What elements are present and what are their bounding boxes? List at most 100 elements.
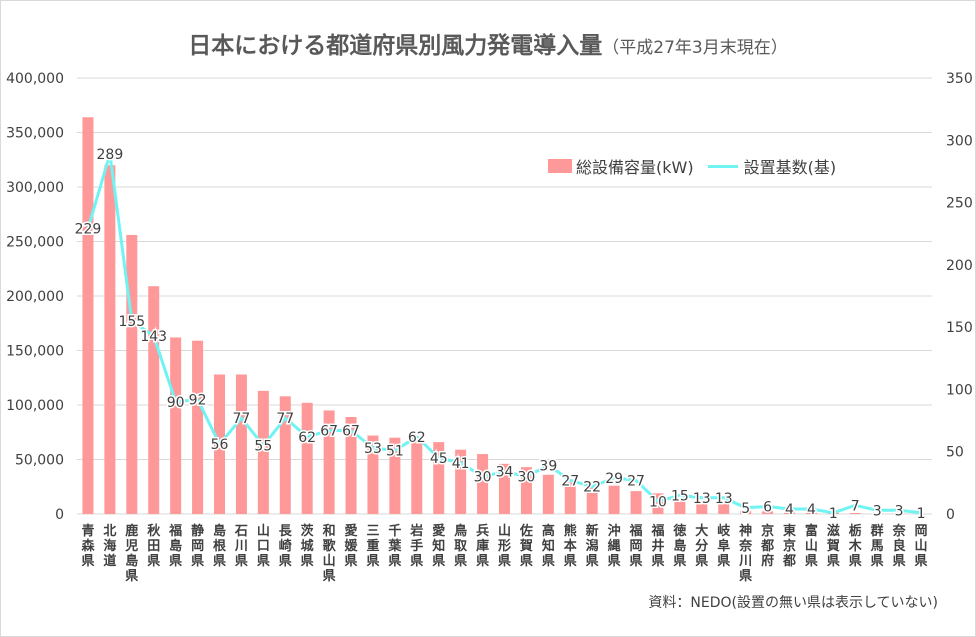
data-label: 41 [452, 456, 470, 472]
x-tick-label: 栃木県 [848, 523, 863, 569]
bar [849, 513, 861, 514]
y-right-tick-label: 100 [946, 382, 973, 398]
legend-label-capacity: 総設備容量(kW) [576, 158, 694, 177]
x-tick-label: 神奈川県 [738, 523, 753, 584]
data-label: 289 [97, 147, 124, 163]
chart-title: 日本における都道府県別風力発電導入量（平成27年3月末現在） [0, 26, 976, 60]
x-tick-label: 岡山県 [915, 524, 928, 569]
x-tick-label: 新潟県 [586, 523, 599, 569]
bar [345, 416, 357, 514]
x-tick-label: 佐賀県 [519, 523, 533, 569]
x-tick-label: 徳島県 [672, 523, 686, 569]
x-tick-label: 石川県 [234, 524, 248, 569]
bar [389, 437, 401, 514]
x-tick-label: 福岡県 [629, 523, 643, 569]
y-left-tick-label: 300,000 [6, 180, 64, 196]
y-right-tick-label: 350 [946, 71, 973, 87]
bar [805, 512, 817, 514]
data-label: 155 [118, 314, 145, 330]
y-left-tick-label: 250,000 [6, 235, 64, 251]
x-tick-label: 岐阜県 [717, 523, 731, 569]
bar [499, 463, 510, 514]
bar [235, 374, 247, 514]
bar [564, 482, 576, 514]
data-label: 51 [386, 443, 404, 459]
data-label: 13 [715, 491, 733, 507]
data-label: 1 [917, 506, 926, 522]
data-label: 67 [342, 424, 360, 440]
bar [477, 454, 489, 514]
x-tick-label: 愛媛県 [344, 523, 359, 569]
x-tick-label: 東京都 [782, 523, 796, 569]
x-tick-label: 長崎県 [279, 524, 293, 569]
bar [630, 491, 642, 514]
x-tick-label: 島根県 [213, 523, 227, 569]
bar [608, 485, 620, 514]
y-left-tick-label: 150,000 [6, 344, 64, 360]
data-label: 13 [693, 491, 711, 507]
x-tick-label: 沖縄県 [608, 523, 621, 569]
data-label: 62 [298, 430, 316, 446]
x-tick-label: 鹿児島県 [124, 523, 138, 584]
data-label: 77 [276, 411, 294, 427]
data-label: 29 [605, 471, 623, 487]
x-tick-label: 滋賀県 [826, 523, 840, 569]
y-left-tick-label: 100,000 [6, 398, 64, 414]
legend-label-count: 設置基数(基) [743, 158, 837, 177]
bar [455, 449, 467, 514]
legend-swatch-bar [548, 159, 572, 173]
bar [542, 474, 554, 514]
x-tick-label: 群馬県 [871, 523, 884, 569]
bar [367, 435, 379, 514]
bar [104, 165, 116, 514]
x-tick-label: 千葉県 [387, 523, 402, 569]
x-tick-label: 富山県 [805, 523, 818, 569]
y-right-tick-label: 50 [946, 445, 964, 461]
x-tick-label: 奈良県 [892, 523, 907, 569]
bar [784, 511, 795, 514]
data-label: 6 [763, 500, 772, 516]
source-note: 資料：NEDO(設置の無い県は表示していない) [648, 595, 938, 611]
data-label: 15 [671, 488, 689, 504]
data-label: 30 [474, 470, 492, 486]
chart-subtitle: （平成27年3月末現在） [602, 38, 788, 58]
bar [126, 234, 138, 514]
data-label: 3 [873, 503, 882, 519]
data-label: 27 [561, 473, 579, 489]
y-right-tick-label: 200 [946, 258, 973, 274]
bar [148, 286, 160, 514]
data-label: 77 [233, 411, 251, 427]
bar [740, 510, 752, 514]
bar [652, 493, 664, 514]
bar [279, 396, 291, 514]
data-label: 34 [496, 465, 514, 481]
x-tick-label: 山形県 [498, 523, 511, 569]
bar [696, 500, 708, 514]
y-left-tick-label: 350,000 [6, 126, 64, 142]
y-right-tick-label: 250 [946, 196, 973, 212]
data-label: 143 [140, 329, 167, 345]
x-tick-label: 愛知県 [432, 523, 445, 569]
data-label: 67 [320, 424, 338, 440]
data-label: 39 [539, 458, 557, 474]
data-label: 92 [189, 392, 207, 408]
data-label: 53 [364, 441, 382, 457]
data-label: 229 [75, 222, 102, 238]
x-tick-label: 三重県 [366, 524, 379, 569]
x-tick-label: 兵庫県 [476, 523, 489, 569]
data-label: 7 [851, 498, 860, 514]
x-tick-label: 和歌山県 [323, 523, 337, 584]
x-tick-label: 福島県 [168, 523, 182, 569]
y-left-tick-label: 0 [55, 507, 64, 523]
x-tick-label: 秋田県 [147, 523, 161, 569]
x-tick-label: 北海道 [103, 524, 116, 569]
x-tick-label: 静岡県 [191, 523, 204, 569]
y-left-tick-label: 50,000 [15, 453, 64, 469]
bar [871, 513, 883, 514]
bar [301, 402, 313, 514]
x-tick-label: 岩手県 [409, 523, 423, 569]
legend-item-count: 設置基数(基) [707, 154, 837, 178]
data-label: 3 [895, 503, 904, 519]
data-label: 90 [167, 395, 185, 411]
